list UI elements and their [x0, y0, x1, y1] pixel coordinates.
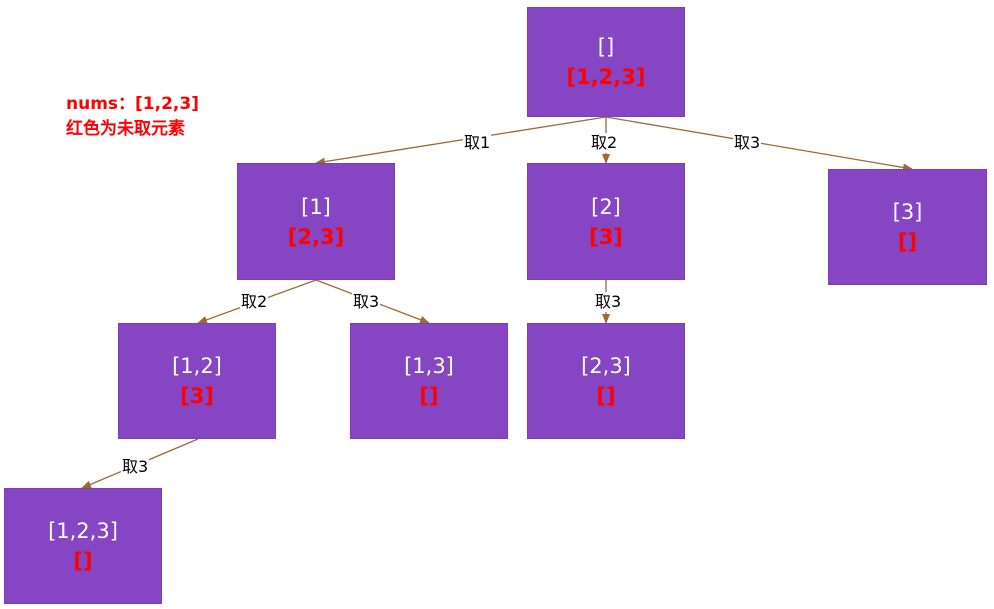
node-remaining: [3]: [180, 384, 214, 408]
edge-label-12-123: 取3: [121, 457, 150, 477]
node-chosen: [1,2,3]: [48, 519, 118, 543]
edge-label-root-3: 取3: [733, 133, 762, 153]
node-chosen: [2]: [591, 194, 621, 219]
node-1-2: [1,2] [3]: [118, 323, 276, 439]
node-remaining: [2,3]: [287, 224, 345, 249]
node-remaining: []: [419, 384, 439, 408]
node-chosen: [2,3]: [581, 354, 631, 378]
edge-label-2-23: 取3: [594, 292, 623, 312]
node-remaining: [1,2,3]: [566, 65, 646, 89]
node-chosen: [1,3]: [404, 354, 454, 378]
edge-label-1-12: 取2: [240, 292, 269, 312]
node-chosen: [1]: [301, 194, 331, 219]
node-chosen: [3]: [892, 200, 923, 224]
node-remaining: []: [897, 230, 918, 254]
node-remaining: []: [73, 549, 93, 573]
node-3: [3] []: [828, 169, 987, 285]
legend-note: 红色为未取元素: [66, 119, 185, 139]
node-remaining: [3]: [589, 224, 623, 249]
node-chosen: []: [597, 35, 615, 59]
edge-label-root-1: 取1: [463, 133, 492, 153]
node-1-2-3: [1,2,3] []: [4, 488, 162, 604]
node-remaining: []: [596, 384, 616, 408]
edge-label-root-2: 取2: [590, 133, 619, 153]
node-2-3: [2,3] []: [527, 323, 685, 439]
node-2: [2] [3]: [527, 163, 685, 280]
node-1: [1] [2,3]: [237, 163, 395, 280]
edge-root-to-1: [315, 116, 607, 166]
edge-label-1-13: 取3: [352, 292, 381, 312]
legend: nums：[1,2,3] 红色为未取元素: [66, 92, 199, 142]
node-chosen: [1,2]: [172, 354, 222, 378]
legend-nums: nums：[1,2,3]: [66, 94, 199, 114]
node-1-3: [1,3] []: [350, 323, 508, 439]
node-root: [] [1,2,3]: [527, 7, 685, 117]
